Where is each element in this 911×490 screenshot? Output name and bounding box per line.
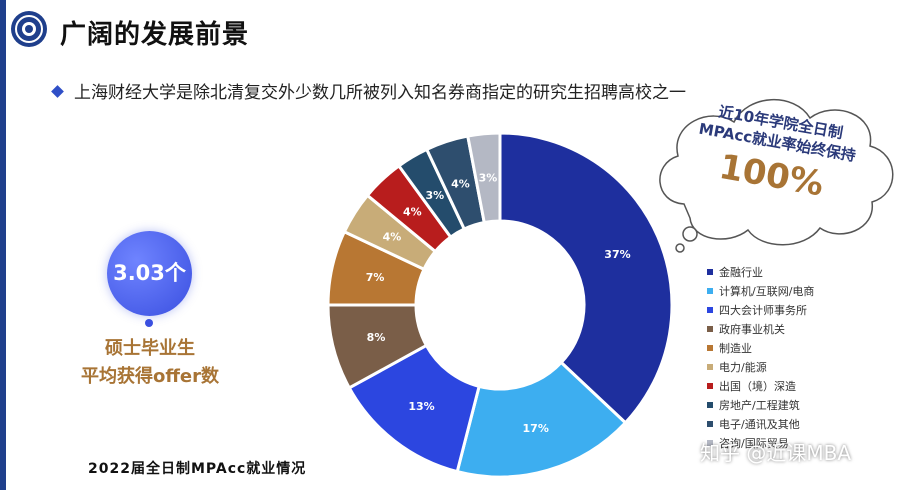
legend-item-6: 出国（境）深造 <box>707 376 814 395</box>
legend-item-8: 电子/通讯及其他 <box>707 414 814 433</box>
donut-slice-label-5: 4% <box>383 230 402 243</box>
university-logo-icon <box>11 11 47 47</box>
legend-swatch-1 <box>707 287 713 294</box>
donut-slice-label-4: 7% <box>366 271 385 284</box>
legend-item-5: 电力/能源 <box>707 357 814 376</box>
offer-badge-circle <box>107 231 192 316</box>
legend-label-2: 四大会计师事务所 <box>719 303 807 317</box>
legend-item-2: 四大会计师事务所 <box>707 300 814 319</box>
chart-footer-caption: 2022届全日制MPAcc就业情况 <box>88 461 307 477</box>
donut-slice-label-1: 17% <box>523 422 549 435</box>
offer-caption: 硕士毕业生 平均获得offer数 <box>60 335 240 391</box>
legend-label-8: 电子/通讯及其他 <box>719 417 800 431</box>
legend-item-9: 咨询/国际贸易 <box>707 433 814 452</box>
subtitle: 上海财经大学是除北清复交外少数几所被列入知名券商指定的研究生招聘高校之一 <box>74 83 686 103</box>
donut-slice-label-7: 3% <box>425 189 444 202</box>
legend-label-9: 咨询/国际贸易 <box>719 436 789 450</box>
offer-caption-line-1: 硕士毕业生 <box>105 338 195 359</box>
legend-item-3: 政府事业机关 <box>707 319 814 338</box>
legend-label-6: 出国（境）深造 <box>719 379 796 393</box>
legend-swatch-0 <box>707 268 713 275</box>
legend-item-7: 房地产/工程建筑 <box>707 395 814 414</box>
cloud-callout <box>659 98 894 253</box>
legend-swatch-3 <box>707 325 713 332</box>
chart-legend: 金融行业计算机/互联网/电商 四大会计师事务所 政府事业机关 制造业电力/能源出国（境… <box>707 262 814 452</box>
legend-swatch-2 <box>707 306 713 313</box>
bullet-icon <box>51 85 64 98</box>
page-title: 广阔的发展前景 <box>60 20 250 50</box>
legend-item-1: 计算机/互联网/电商 <box>707 281 814 300</box>
donut-slice-label-8: 4% <box>451 177 470 190</box>
legend-swatch-6 <box>707 382 713 389</box>
legend-label-5: 电力/能源 <box>719 360 767 374</box>
donut-slice-1 <box>455 360 628 479</box>
watermark: 知乎 @近课MBA <box>700 441 852 465</box>
legend-label-0: 金融行业 <box>719 265 763 279</box>
legend-swatch-7 <box>707 401 713 408</box>
donut-slice-label-0: 37% <box>604 248 630 261</box>
legend-swatch-8 <box>707 420 713 427</box>
legend-label-7: 房地产/工程建筑 <box>719 398 800 412</box>
donut-slice-9 <box>466 131 502 225</box>
legend-label-1: 计算机/互联网/电商 <box>719 284 815 298</box>
offer-badge-value: 3.03个 <box>113 261 186 285</box>
legend-swatch-9 <box>707 439 713 446</box>
legend-swatch-5 <box>707 363 713 370</box>
badge-dot <box>145 319 153 327</box>
donut-slice-label-2: 13% <box>408 400 434 413</box>
donut-slice-label-6: 4% <box>403 206 422 219</box>
donut-slice-label-9: 3% <box>479 172 498 185</box>
left-accent-bar <box>0 0 6 490</box>
legend-label-4: 制造业 <box>719 341 752 355</box>
employment-donut-chart: 37%17%13%8%7%4%4%3%4% 3% <box>326 131 674 479</box>
donut-slice-label-3: 8% <box>367 331 386 344</box>
offer-caption-line-2: 平均获得offer数 <box>80 366 220 387</box>
legend-item-4: 制造业 <box>707 338 814 357</box>
legend-item-0: 金融行业 <box>707 262 814 281</box>
legend-label-3: 政府事业机关 <box>719 322 785 336</box>
legend-swatch-4 <box>707 344 713 351</box>
donut-slice-0 <box>498 131 674 425</box>
